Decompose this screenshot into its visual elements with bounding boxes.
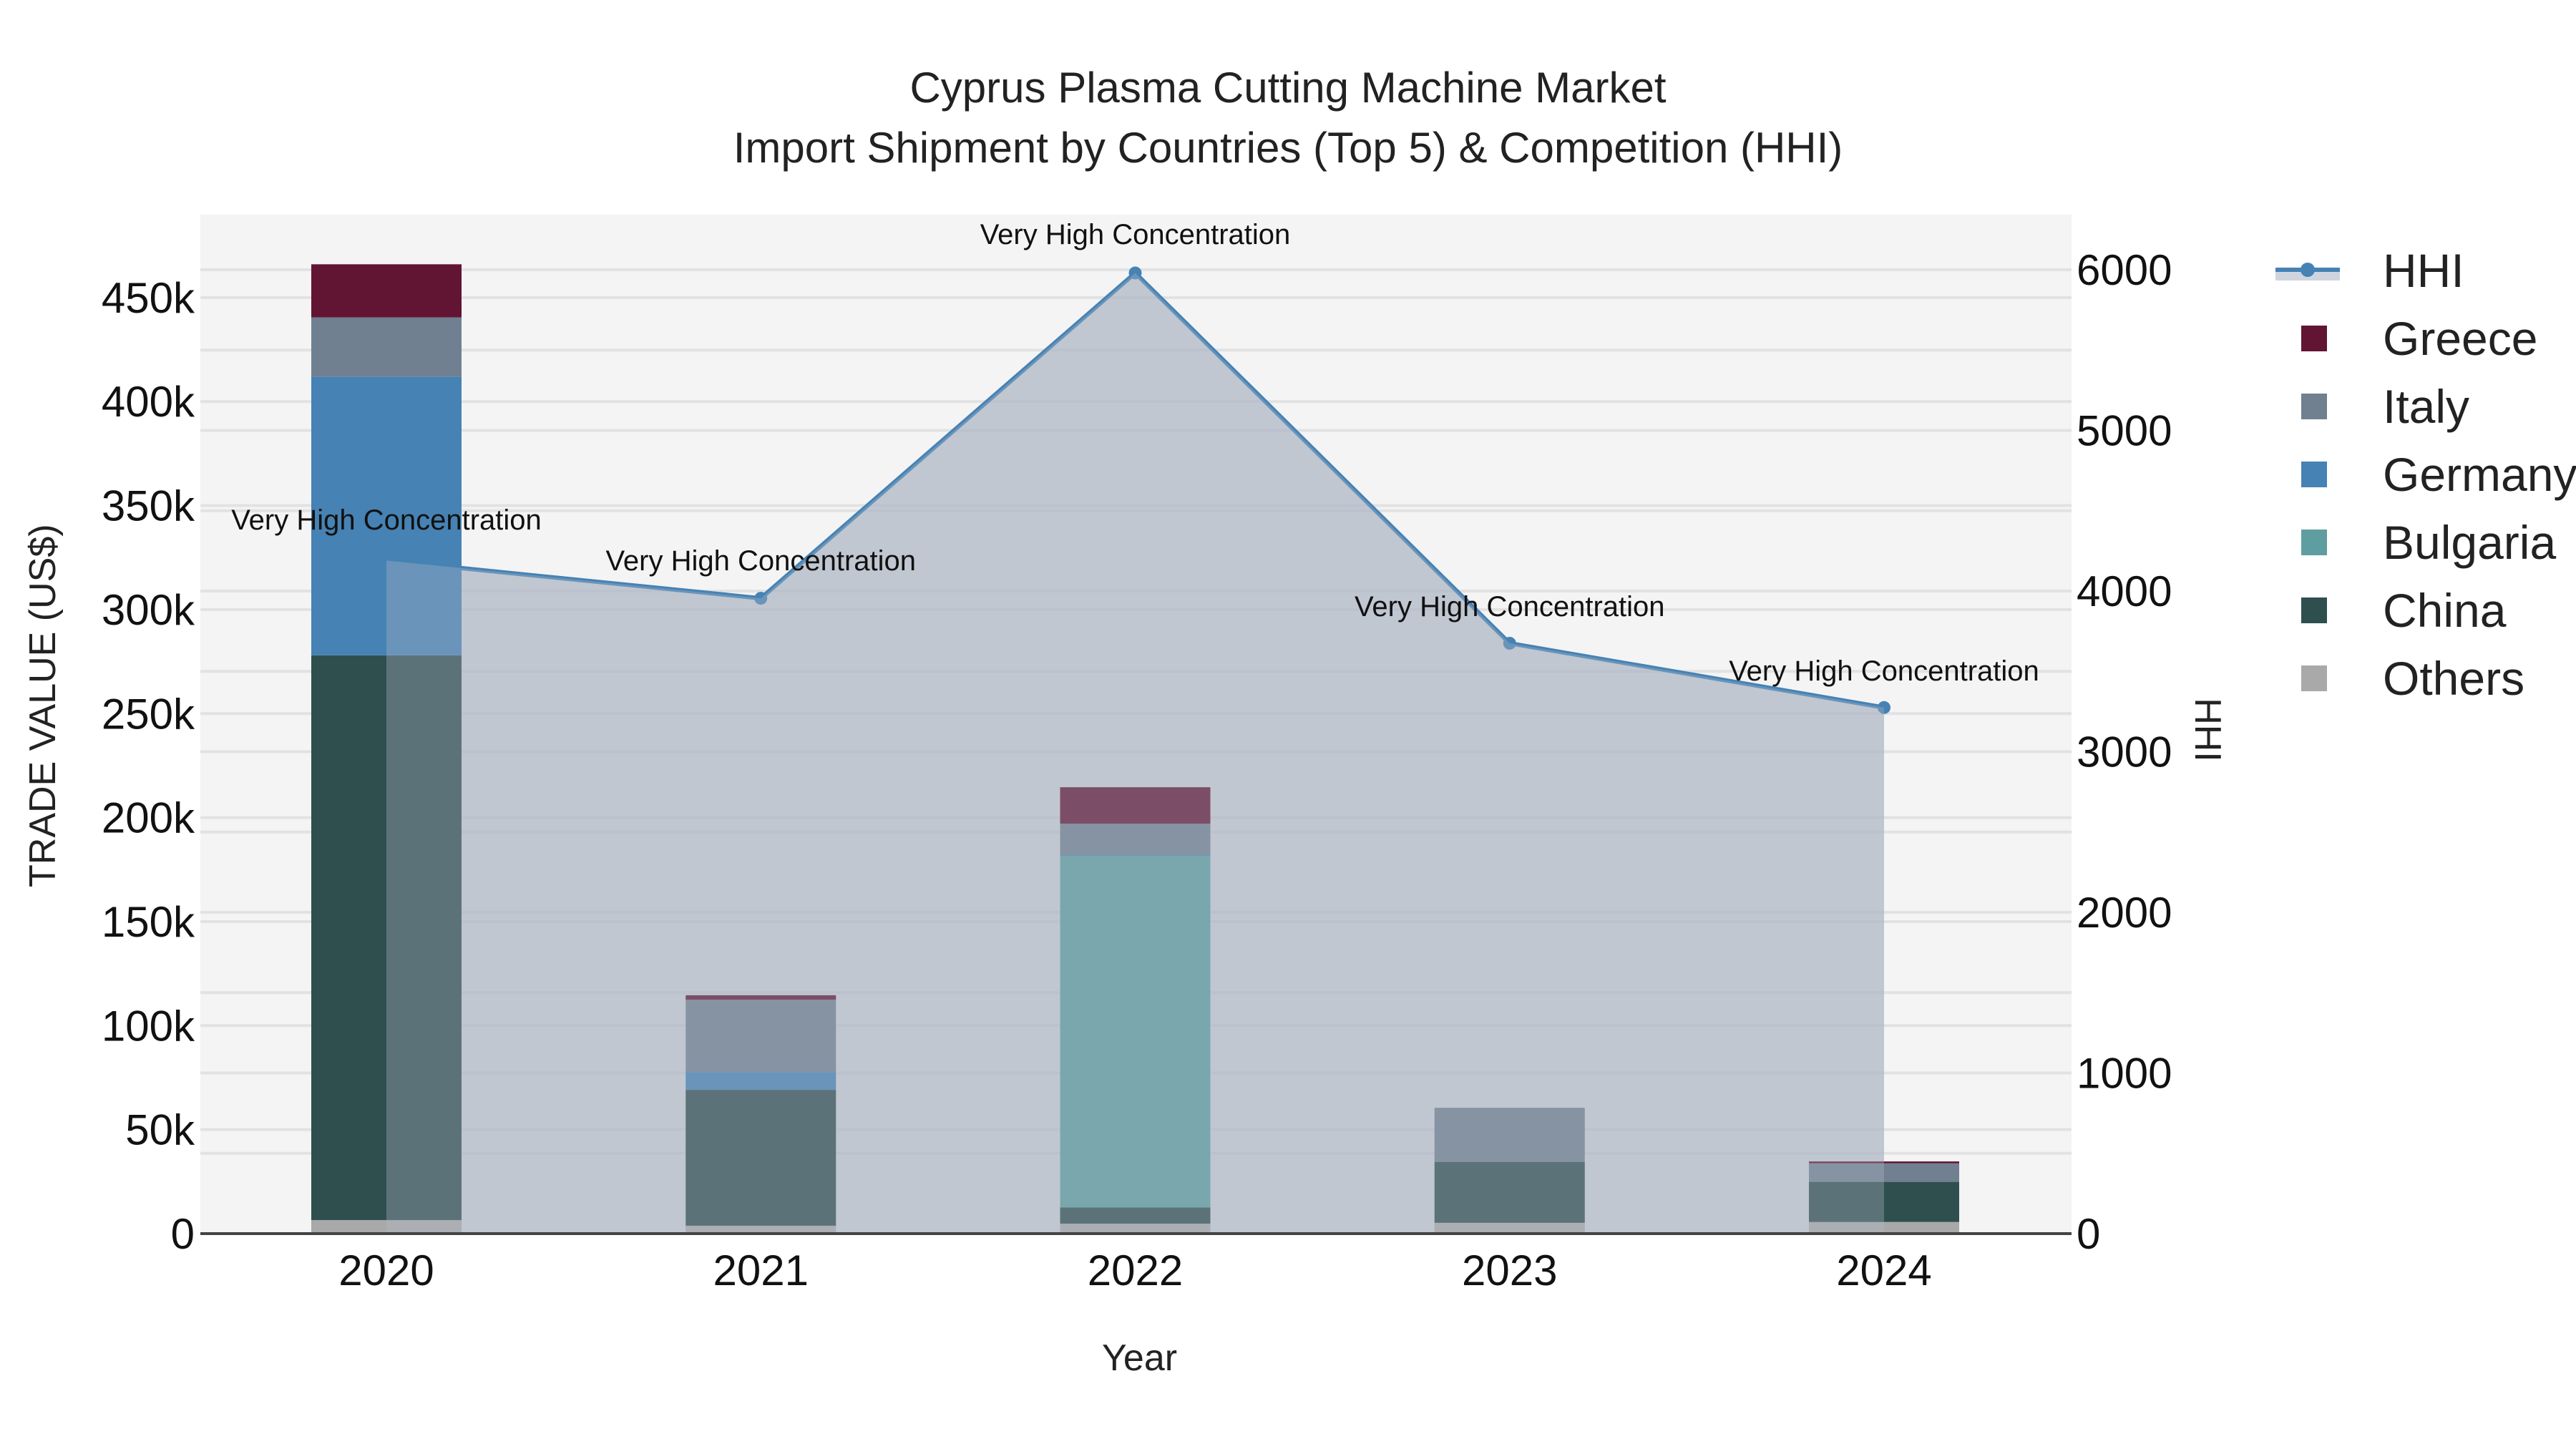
hhi-point: [1128, 266, 1142, 280]
legend-label: Bulgaria: [2383, 515, 2557, 569]
legend-label: HHI: [2383, 243, 2464, 297]
x-tick-label: 2021: [713, 1246, 809, 1294]
line-marker-icon: [2275, 256, 2340, 285]
y-right-tick-label: 6000: [2077, 246, 2172, 294]
y-right-tick-label: 5000: [2077, 407, 2172, 455]
y-right-tick-label: 4000: [2077, 567, 2172, 615]
legend-label: Germany: [2383, 447, 2576, 501]
legend-item-bulgaria[interactable]: Bulgaria: [2275, 508, 2576, 576]
bar-segment: [1060, 787, 1211, 824]
y-left-tick-label: 350k: [102, 482, 195, 530]
y-right-tick-label: 3000: [2077, 728, 2172, 776]
bar-segment: [1809, 1181, 1959, 1222]
y-right-tick-label: 2000: [2077, 889, 2172, 937]
bar-segment: [311, 655, 462, 1221]
x-tick-label: 2024: [1836, 1246, 1931, 1294]
bar-segment: [1060, 856, 1211, 1208]
bar-segment: [1434, 1222, 1585, 1234]
y-left-tick-label: 250k: [102, 690, 195, 738]
bar-segment: [1434, 1108, 1585, 1162]
hhi-point: [754, 592, 768, 605]
legend-label: Others: [2383, 651, 2525, 705]
y-left-tick-label: 0: [171, 1210, 195, 1258]
y-left-tick-label: 50k: [125, 1106, 195, 1154]
legend-label: China: [2383, 583, 2507, 637]
bar-segment: [1434, 1161, 1585, 1223]
bar-segment: [311, 376, 462, 655]
y-left-tick-label: 100k: [102, 1002, 195, 1050]
legend-label: Italy: [2383, 379, 2470, 433]
x-tick-label: 2023: [1462, 1246, 1557, 1294]
y-left-tick-label: 300k: [102, 586, 195, 634]
bar-segment: [1060, 824, 1211, 855]
y-right-tick-label: 0: [2077, 1210, 2100, 1258]
x-tick-label: 2020: [338, 1246, 434, 1294]
bar-segment: [1060, 854, 1211, 857]
square-swatch-icon: [2301, 461, 2327, 487]
square-swatch-icon: [2301, 325, 2327, 351]
y-left-tick-label: 400k: [102, 378, 195, 426]
legend: HHI Greece Italy Germany Bulgaria China …: [2275, 236, 2576, 712]
bar-segment: [1060, 1207, 1211, 1224]
hhi-annotation: Very High Concentration: [231, 504, 542, 536]
hhi-annotation: Very High Concentration: [1729, 655, 2039, 687]
bar-segment: [686, 1225, 836, 1234]
legend-item-italy[interactable]: Italy: [2275, 372, 2576, 440]
bar-segment: [686, 1090, 836, 1226]
square-swatch-icon: [2301, 393, 2327, 419]
hhi-point: [1503, 636, 1516, 650]
bar-segment: [1809, 1221, 1959, 1234]
chart-title-line-2: Import Shipment by Countries (Top 5) & C…: [733, 124, 1843, 172]
y-left-tick-label: 200k: [102, 794, 195, 842]
y-right-tick-label: 1000: [2077, 1050, 2172, 1098]
bar-segment: [686, 999, 836, 1073]
legend-label: Greece: [2383, 311, 2538, 365]
legend-item-china[interactable]: China: [2275, 576, 2576, 644]
hhi-annotation: Very High Concentration: [605, 545, 916, 577]
bar-segment: [311, 1220, 462, 1234]
bar-segment: [686, 1072, 836, 1091]
hhi-annotation: Very High Concentration: [980, 219, 1291, 250]
bar-segment: [311, 317, 462, 377]
bar-segment: [1060, 1224, 1211, 1234]
bar-segment: [311, 264, 462, 318]
legend-item-hhi[interactable]: HHI: [2275, 236, 2576, 304]
bar-segment: [1809, 1163, 1959, 1182]
legend-item-others[interactable]: Others: [2275, 644, 2576, 712]
x-tick-label: 2022: [1088, 1246, 1183, 1294]
square-swatch-icon: [2301, 665, 2327, 691]
y-left-tick-label: 150k: [102, 898, 195, 946]
chart-title-line-1: Cyprus Plasma Cutting Machine Market: [909, 64, 1667, 112]
square-swatch-icon: [2301, 597, 2327, 623]
hhi-area: [386, 273, 1884, 1234]
y-left-axis-title: TRADE VALUE (US$): [22, 524, 64, 887]
bar-segment: [1809, 1161, 1959, 1163]
bar-segment: [686, 995, 836, 1000]
y-left-tick-label: 450k: [102, 274, 195, 322]
x-axis-title: Year: [1102, 1337, 1178, 1379]
hhi-point: [1878, 701, 1890, 714]
hhi-area-overlay: [386, 273, 1884, 1234]
square-swatch-icon: [2301, 529, 2327, 555]
legend-item-greece[interactable]: Greece: [2275, 304, 2576, 372]
legend-item-germany[interactable]: Germany: [2275, 440, 2576, 508]
hhi-annotation: Very High Concentration: [1355, 591, 1665, 623]
y-right-axis-title: HHI: [2186, 698, 2228, 762]
